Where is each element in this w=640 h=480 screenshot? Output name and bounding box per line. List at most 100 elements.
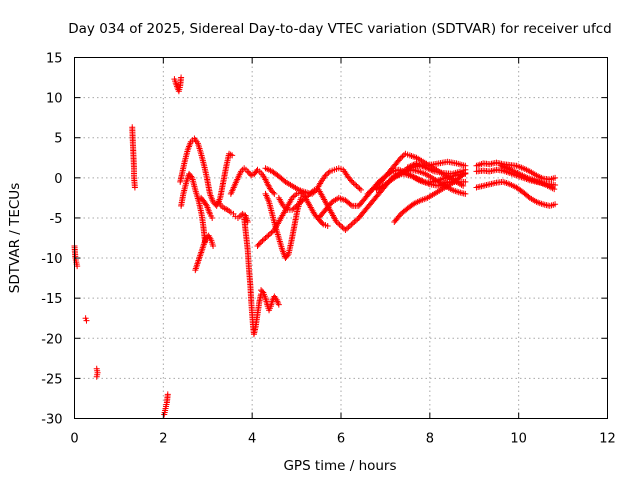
data-point [410, 161, 417, 168]
data-point [350, 180, 357, 187]
y-tick-label: 5 [54, 132, 62, 147]
data-point [351, 218, 358, 225]
data-point [440, 180, 447, 187]
data-point [355, 184, 362, 191]
data-point [399, 153, 406, 160]
data-point [178, 74, 185, 81]
data-point [551, 186, 558, 193]
data-point [414, 175, 421, 182]
data-point [293, 202, 300, 209]
data-point [280, 202, 287, 209]
data-point [298, 198, 305, 205]
data-point [325, 169, 332, 176]
y-tick-label: 15 [46, 52, 63, 67]
data-point [462, 190, 469, 197]
data-point [364, 190, 371, 197]
data-point [409, 162, 416, 169]
data-point [292, 204, 299, 211]
data-point [93, 373, 100, 380]
data-point [414, 161, 421, 168]
data-point [346, 222, 353, 229]
data-point [425, 165, 432, 172]
data-point [74, 263, 81, 270]
data-point [462, 170, 469, 177]
data-point [256, 240, 263, 247]
data-point [338, 222, 344, 229]
data-point [209, 214, 216, 221]
data-point [229, 152, 236, 159]
data-point [295, 201, 302, 208]
data-point [271, 190, 278, 197]
data-point [417, 162, 424, 169]
grid-lines [74, 57, 608, 419]
x-tick-label: 8 [426, 432, 434, 447]
data-marks [71, 74, 559, 418]
data-point [417, 177, 424, 184]
data-point [290, 193, 297, 200]
data-point [210, 243, 217, 250]
chart-title: Day 034 of 2025, Sidereal Day-to-day VTE… [68, 21, 611, 37]
y-tick-label: -5 [50, 212, 63, 227]
data-point [406, 163, 413, 170]
data-point [289, 194, 296, 201]
data-point [413, 175, 420, 182]
data-point [299, 197, 306, 204]
data-point [352, 181, 359, 188]
data-point [437, 182, 444, 189]
y-tick-label: -30 [41, 413, 62, 428]
data-point [342, 226, 349, 233]
data-point [435, 182, 442, 189]
data-point [131, 184, 138, 191]
data-point [310, 189, 317, 196]
data-point [259, 237, 266, 244]
data-point [309, 190, 316, 197]
data-point [429, 167, 436, 174]
data-point [261, 236, 268, 243]
data-point [423, 179, 430, 186]
data-point [322, 172, 329, 179]
x-axis-title: GPS time / hours [283, 458, 396, 474]
y-tick-label: -15 [41, 292, 62, 307]
data-point [410, 173, 417, 180]
data-point [164, 391, 171, 398]
data-point [356, 185, 363, 192]
data-point [422, 164, 429, 171]
data-point [396, 156, 403, 163]
data-point [416, 161, 423, 168]
x-tick-label: 4 [248, 432, 256, 447]
data-point [552, 201, 559, 208]
data-point [265, 232, 272, 239]
data-point [552, 182, 559, 189]
data-point [349, 220, 356, 227]
y-axis-title: SDTVAR / TECUs [7, 183, 23, 293]
y-tick-label: -10 [41, 252, 62, 267]
data-point [270, 189, 277, 196]
data-point [336, 221, 343, 228]
data-point [353, 182, 360, 189]
data-point [343, 225, 350, 232]
data-point [419, 163, 426, 170]
data-point [259, 288, 266, 295]
data-point [323, 171, 330, 178]
data-point [420, 178, 427, 185]
data-point [319, 220, 326, 227]
x-tick-label: 2 [159, 432, 167, 447]
data-point [347, 177, 354, 184]
data-point [438, 181, 445, 188]
data-point [404, 164, 411, 171]
y-tick-label: 10 [46, 92, 63, 107]
data-point [266, 230, 273, 237]
data-point [289, 206, 296, 213]
data-point [365, 189, 372, 196]
data-point [263, 233, 270, 240]
data-point [296, 200, 303, 207]
data-point [403, 167, 410, 174]
data-point [352, 217, 359, 224]
x-tick-label: 10 [510, 432, 527, 447]
data-point [367, 188, 374, 195]
data-point [258, 239, 265, 246]
x-tick-labels: 0 2 4 6 8 10 12 [70, 432, 615, 447]
y-tick-label: -25 [41, 372, 62, 387]
data-point [83, 317, 90, 324]
